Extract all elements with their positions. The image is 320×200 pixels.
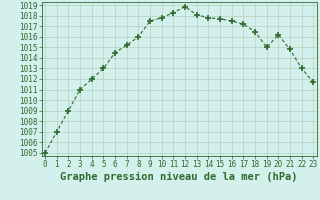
X-axis label: Graphe pression niveau de la mer (hPa): Graphe pression niveau de la mer (hPa) <box>60 172 298 182</box>
